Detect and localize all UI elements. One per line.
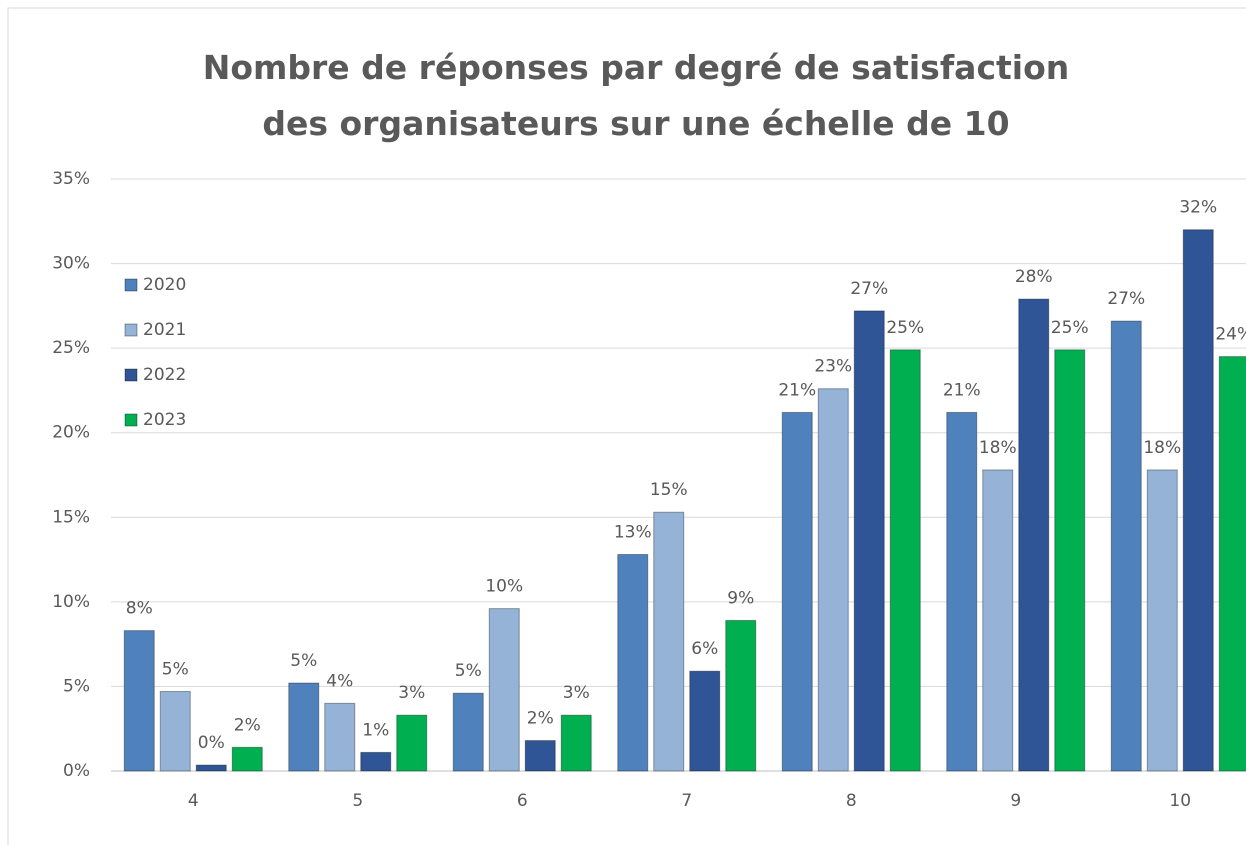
- x-tick-label: 5: [352, 791, 363, 811]
- data-label: 32%: [1179, 198, 1217, 218]
- data-label: 23%: [814, 357, 852, 377]
- data-label: 13%: [614, 522, 652, 542]
- bar: [689, 670, 721, 772]
- data-label: 21%: [943, 380, 981, 400]
- bar: [725, 619, 757, 772]
- bar: [1054, 349, 1086, 772]
- data-label: 21%: [778, 380, 816, 400]
- bar: [653, 511, 685, 772]
- bar: [396, 714, 428, 772]
- bar: [1146, 469, 1178, 772]
- bar: [1110, 320, 1142, 772]
- bar: [195, 764, 227, 772]
- data-label: 25%: [886, 318, 924, 338]
- y-tick-label: 5%: [63, 676, 90, 696]
- data-label: 27%: [850, 279, 888, 299]
- bar: [288, 682, 320, 772]
- legend-label: 2022: [143, 365, 186, 385]
- bar: [946, 411, 978, 772]
- bar: [1182, 229, 1214, 772]
- legend-label: 2021: [143, 320, 186, 340]
- x-tick-label: 6: [517, 791, 528, 811]
- bar: [488, 608, 520, 772]
- legend-swatch: [124, 278, 138, 292]
- x-tick-label: 10: [1169, 791, 1191, 811]
- data-label: 9%: [727, 588, 754, 608]
- data-label: 2%: [527, 709, 554, 729]
- data-label: 0%: [198, 733, 225, 753]
- y-tick-label: 35%: [52, 169, 90, 189]
- bar: [159, 691, 191, 772]
- bar: [560, 714, 592, 772]
- legend-swatch: [124, 368, 138, 382]
- data-label: 27%: [1107, 289, 1145, 309]
- data-label: 3%: [398, 683, 425, 703]
- bar: [781, 411, 813, 772]
- data-label: 18%: [1143, 438, 1181, 458]
- bar: [324, 702, 356, 772]
- data-label: 5%: [162, 660, 189, 680]
- data-label: 1%: [362, 720, 389, 740]
- x-tick-label: 8: [846, 791, 857, 811]
- data-label: 5%: [455, 661, 482, 681]
- data-label: 8%: [126, 599, 153, 619]
- legend-swatch: [124, 323, 138, 337]
- legend-swatch: [124, 413, 138, 427]
- data-label: 15%: [650, 480, 688, 500]
- bar: [360, 751, 392, 772]
- y-tick-label: 25%: [52, 338, 90, 358]
- bar: [123, 630, 155, 772]
- legend-label: 2023: [143, 410, 186, 430]
- data-label: 28%: [1015, 267, 1053, 287]
- bar: [853, 310, 885, 772]
- data-label: 10%: [485, 577, 523, 597]
- bar: [617, 553, 649, 772]
- bar: [231, 746, 263, 772]
- y-tick-label: 0%: [63, 761, 90, 781]
- data-label: 6%: [691, 639, 718, 659]
- y-tick-label: 30%: [52, 254, 90, 274]
- data-label: 2%: [234, 715, 261, 735]
- data-label: 24%: [1215, 325, 1246, 345]
- bar: [452, 692, 484, 772]
- bar: [1018, 298, 1050, 772]
- legend-label: 2020: [143, 275, 186, 295]
- y-tick-label: 15%: [52, 507, 90, 527]
- data-label: 25%: [1051, 318, 1089, 338]
- y-tick-label: 10%: [52, 592, 90, 612]
- x-tick-label: 9: [1010, 791, 1021, 811]
- data-label: 18%: [979, 438, 1017, 458]
- y-tick-label: 20%: [52, 423, 90, 443]
- bar: [524, 740, 556, 772]
- bar: [817, 388, 849, 772]
- bar: [982, 469, 1014, 772]
- bar: [889, 349, 921, 772]
- data-label: 5%: [290, 651, 317, 671]
- data-label: 4%: [326, 671, 353, 691]
- data-label: 3%: [563, 683, 590, 703]
- bar: [1218, 356, 1246, 772]
- x-tick-label: 4: [188, 791, 199, 811]
- x-tick-label: 7: [681, 791, 692, 811]
- chart-title: Nombre de réponses par degré de satisfac…: [202, 48, 1070, 143]
- chart-border: [7, 7, 1246, 845]
